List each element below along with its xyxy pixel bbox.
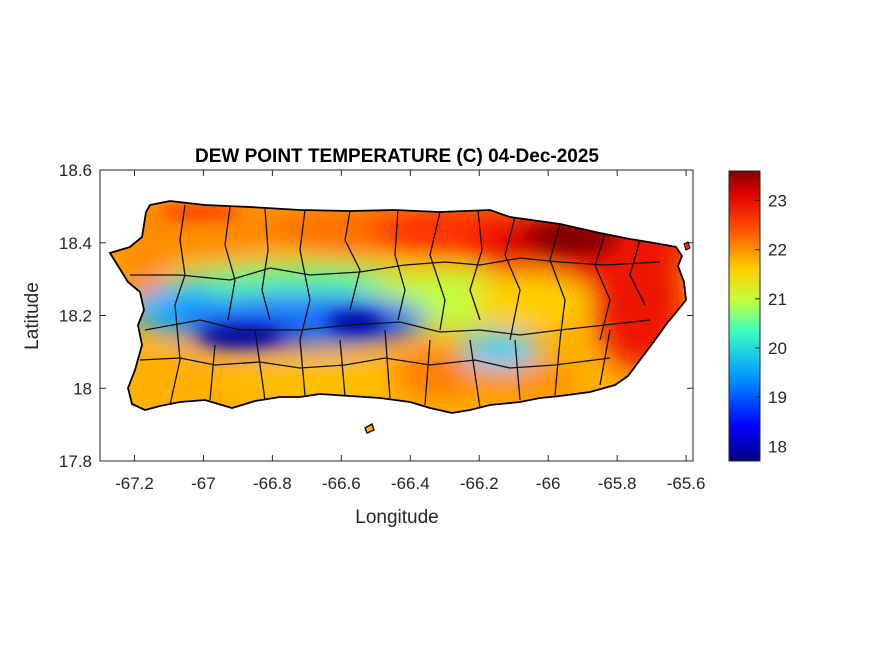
y-axis: 18.6 18.4 18.2 18 17.8 <box>59 161 693 471</box>
y-tick-label: 17.8 <box>59 452 92 471</box>
x-axis-label: Longitude <box>355 507 438 528</box>
x-tick-label: -66.8 <box>253 474 292 493</box>
x-tick-label: -66.2 <box>460 474 499 493</box>
colorbar-tick-label: 21 <box>768 290 787 309</box>
y-tick-label: 18.2 <box>59 307 92 326</box>
x-tick-label: -66.4 <box>391 474 430 493</box>
x-tick-label: -65.6 <box>667 474 706 493</box>
y-tick-label: 18.6 <box>59 161 92 180</box>
x-tick-label: -67 <box>191 474 216 493</box>
colorbar-tick-label: 18 <box>768 437 787 456</box>
colorbar <box>728 170 761 462</box>
municipality-boundaries <box>130 204 661 409</box>
x-tick-label: -66.6 <box>322 474 361 493</box>
y-tick-label: 18 <box>73 379 92 398</box>
culebra-islet <box>683 241 691 251</box>
y-tick-label: 18.4 <box>59 234 92 253</box>
x-axis: -67.2 -67 -66.8 -66.6 -66.4 -66.2 -66 -65.8 -65.… <box>115 170 705 493</box>
x-tick-label: -66 <box>536 474 561 493</box>
colorbar-tick-label: 23 <box>768 191 787 210</box>
x-tick-label: -65.8 <box>598 474 637 493</box>
colorbar-tick-label: 22 <box>768 241 787 260</box>
colorbar-ticks: 23 22 21 20 19 18 <box>755 191 787 456</box>
x-tick-label: -67.2 <box>115 474 154 493</box>
y-axis-label: Latitude <box>22 282 43 350</box>
colorbar-tick-label: 20 <box>768 339 787 358</box>
map-title: DEW POINT TEMPERATURE (C) 04-Dec-2025 <box>195 146 599 167</box>
colorbar-tick-label: 19 <box>768 388 787 407</box>
caja-de-muertos-island <box>364 423 375 434</box>
